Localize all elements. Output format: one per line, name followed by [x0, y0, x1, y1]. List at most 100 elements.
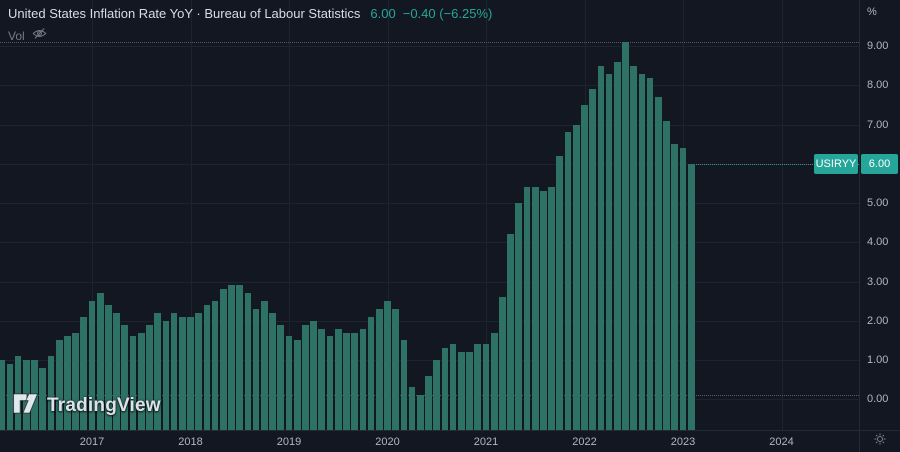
- bar: [581, 105, 588, 430]
- bar: [219, 289, 227, 430]
- bar: [466, 352, 473, 430]
- time-axis-label: 2019: [276, 436, 302, 448]
- tradingview-logo-icon: [12, 392, 39, 420]
- symbol-title[interactable]: United States Inflation Rate YoY · Burea…: [8, 6, 361, 21]
- gridline-horizontal: [0, 203, 859, 205]
- bar: [482, 344, 490, 430]
- gear-icon: [873, 432, 887, 451]
- bar: [646, 77, 654, 430]
- bar: [6, 363, 14, 430]
- time-axis-label: 2023: [670, 436, 696, 448]
- price-axis-label: 3.00: [867, 275, 889, 288]
- time-axis-label: 2022: [572, 436, 597, 448]
- plot-area[interactable]: [0, 0, 859, 430]
- bar: [277, 324, 285, 430]
- bar: [121, 324, 129, 430]
- bar: [441, 348, 449, 430]
- bar: [589, 89, 597, 430]
- bar: [457, 352, 465, 430]
- axis-settings-button[interactable]: [859, 430, 900, 452]
- bar: [162, 320, 170, 430]
- bar: [687, 163, 695, 430]
- bar: [211, 301, 219, 430]
- visibility-toggle-button[interactable]: [32, 27, 47, 45]
- bar: [343, 332, 350, 430]
- bar: [605, 73, 613, 430]
- time-axis[interactable]: 2017 2018 2019 2020 2021 2022 2023 2024: [0, 430, 859, 452]
- price-axis-label: 7.00: [867, 118, 889, 131]
- time-axis-label: 2021: [473, 436, 499, 448]
- bar: [548, 187, 555, 430]
- bar: [96, 293, 104, 430]
- price-axis-label: 1.00: [867, 354, 889, 366]
- bar: [39, 367, 47, 430]
- legend: United States Inflation Rate YoY · Burea…: [8, 6, 492, 45]
- time-axis-label: 2018: [178, 436, 203, 448]
- gridline-vertical: [387, 0, 389, 430]
- bar: [679, 148, 687, 430]
- bar: [638, 73, 646, 430]
- bar: [129, 336, 137, 430]
- bar: [72, 332, 79, 430]
- bar: [285, 336, 293, 430]
- bar: [540, 191, 547, 430]
- price-badge-value: 6.00: [861, 153, 898, 174]
- gridline-horizontal: [0, 124, 859, 126]
- bar: [449, 344, 457, 430]
- gridline-horizontal: [0, 320, 859, 322]
- bar: [416, 395, 424, 430]
- bar: [228, 285, 235, 430]
- bar: [564, 132, 572, 430]
- time-axis-label: 2017: [79, 436, 105, 448]
- bar: [252, 309, 260, 430]
- bar: [293, 340, 301, 430]
- bar: [613, 61, 621, 430]
- bar: [351, 332, 358, 430]
- bar: [269, 312, 276, 430]
- price-axis-label: 8.00: [867, 79, 889, 92]
- gridline-horizontal: [0, 163, 859, 165]
- bar: [261, 301, 268, 430]
- price-axis-label: 4.00: [867, 236, 889, 249]
- bar: [490, 332, 498, 430]
- gridline-vertical: [190, 0, 192, 430]
- gridline-horizontal: [0, 85, 859, 87]
- bar: [178, 316, 186, 430]
- time-axis-label: 2020: [375, 436, 400, 448]
- bar: [137, 332, 145, 430]
- bar: [0, 360, 6, 430]
- bar: [507, 234, 514, 430]
- bar: [523, 187, 531, 430]
- bar: [203, 305, 211, 430]
- bar: [326, 336, 334, 430]
- gridline-horizontal: [0, 281, 859, 283]
- bar: [195, 312, 203, 430]
- bar: [425, 375, 432, 430]
- bar: [236, 285, 244, 430]
- bar: [187, 316, 194, 430]
- bar: [663, 120, 670, 430]
- bar: [630, 65, 638, 430]
- bar: [433, 360, 441, 430]
- bar: [302, 324, 309, 430]
- price-axis-label: 5.00: [867, 197, 889, 210]
- bar: [310, 320, 317, 430]
- gridline-vertical: [289, 0, 290, 430]
- bar: [47, 356, 55, 430]
- volume-indicator-row[interactable]: Vol: [8, 27, 492, 45]
- quote-change: −0.40 (−6.25%): [402, 6, 493, 21]
- eye-slash-icon: [32, 27, 47, 45]
- bar: [556, 156, 564, 430]
- bar: [113, 312, 120, 430]
- price-axis-label: 2.00: [867, 314, 889, 327]
- tradingview-logo[interactable]: TradingView: [12, 392, 161, 420]
- bar: [531, 187, 539, 430]
- bar: [474, 344, 482, 430]
- bar: [367, 316, 375, 430]
- bar: [392, 309, 400, 430]
- price-axis[interactable]: % 9.00 8.00 7.00 6.00 5.00 4.00 3.00 2.00 1.00 0.…: [859, 0, 900, 452]
- gridline-vertical: [486, 0, 487, 430]
- quote-last: 6.00: [370, 6, 396, 21]
- gridline-horizontal: [0, 242, 859, 244]
- bar: [14, 356, 22, 430]
